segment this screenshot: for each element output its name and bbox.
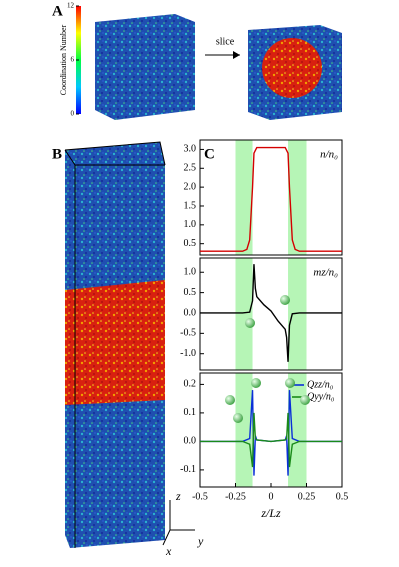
annotation: mz/n₀ — [313, 267, 338, 279]
shaded-region — [288, 373, 307, 487]
box-edge — [64, 141, 166, 166]
molecule-icons — [225, 295, 310, 423]
line — [200, 412, 342, 468]
icon — [233, 413, 243, 423]
legend-label: Qyy/n₀ — [307, 391, 335, 402]
dense-band — [65, 280, 165, 405]
y-tick-label: 1.0 — [184, 219, 197, 230]
shaded-region — [235, 373, 253, 487]
y-tick-label: -0.1 — [180, 464, 196, 475]
x-tick-label: -0.25 — [225, 491, 246, 502]
panel-label: B — [52, 146, 62, 162]
axis-arrow — [162, 529, 171, 546]
particle-cube — [95, 14, 195, 120]
line — [200, 264, 342, 362]
dense-region — [262, 38, 322, 98]
y-tick-label: 2.5 — [184, 163, 197, 174]
y-tick-label: 0.5 — [184, 238, 197, 249]
icon — [285, 378, 295, 388]
annotation: n/n₀ — [320, 149, 338, 161]
shaded-region — [288, 140, 307, 255]
plot-frame — [199, 257, 343, 371]
plots: 3.0 2.5 2.0 1.5 1.0 0.5 n/n₀ 1.0 0.5 0.0 -0.5 -1.0 m… — [180, 139, 349, 520]
colorbar-tick-label: 0 — [71, 110, 75, 118]
icon — [225, 395, 235, 405]
y-tick-label: 0.0 — [184, 436, 197, 447]
x-tick-label: 0.25 — [298, 491, 316, 502]
line — [200, 390, 342, 476]
y-tick-label: 0.5 — [184, 287, 197, 298]
shaded-region — [235, 258, 253, 370]
legend-label: Qzz/n₀ — [307, 379, 334, 390]
y-tick-label: 1.0 — [184, 267, 197, 278]
x-tick-label: -0.5 — [192, 491, 208, 502]
y-tick-label: 0.0 — [184, 307, 197, 318]
colorbar-tick-label: 12 — [67, 2, 75, 10]
y-tick-label: -1.0 — [180, 348, 196, 359]
axis-label: y — [197, 534, 204, 548]
arrow-head — [233, 51, 240, 59]
axis-label: z — [175, 489, 181, 503]
axis-label: x — [165, 544, 172, 558]
icon — [280, 295, 290, 305]
y-tick-label: -0.5 — [180, 328, 196, 339]
x-tick-label: 0 — [269, 491, 274, 502]
plot-frame — [199, 139, 343, 256]
y-tick-label: 2.0 — [184, 181, 197, 192]
y-tick-label: 0.2 — [184, 379, 197, 390]
panel-label: C — [204, 146, 215, 162]
colorbar-tick-label: 6 — [71, 56, 75, 64]
slice-label: slice — [216, 36, 235, 47]
shaded-region — [288, 258, 307, 370]
colorbar-label: Coordination Number — [59, 24, 68, 95]
panel-label: A — [52, 3, 63, 19]
icon — [245, 318, 255, 328]
icon — [300, 395, 310, 405]
y-tick-label: 3.0 — [184, 144, 197, 155]
x-axis-label: z/Lz — [260, 506, 281, 520]
y-tick-label: 0.1 — [184, 407, 197, 418]
line — [200, 146, 342, 252]
icon — [251, 378, 261, 388]
x-tick-label: 0.5 — [336, 491, 349, 502]
shaded-region — [235, 140, 253, 255]
y-tick-label: 1.5 — [184, 200, 197, 211]
